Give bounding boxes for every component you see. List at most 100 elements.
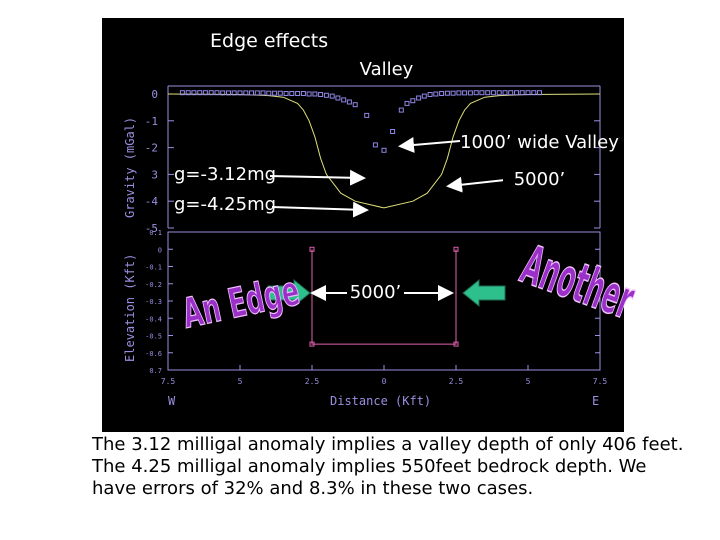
gravity-point <box>514 90 519 96</box>
gravity-point <box>485 90 491 96</box>
elevation-tick-label: -0.5 <box>145 333 162 341</box>
caption-text: The 3.12 milligal anomaly implies a vall… <box>92 434 684 499</box>
x-axis-west-label: W <box>168 394 176 408</box>
gravity-axis-ticks: 0 -1 -2 3 -4 -5 <box>145 88 600 235</box>
gravity-point <box>352 102 358 108</box>
gravity-point <box>450 90 456 96</box>
distance-tick-label: 7.5 <box>161 377 176 386</box>
gravity-point <box>220 90 226 96</box>
gravity-point <box>277 90 283 96</box>
gravity-point <box>283 91 289 96</box>
gravity-point <box>208 90 214 96</box>
gravity-point <box>473 90 479 96</box>
distance-tick-label: 2.5 <box>449 377 464 386</box>
arrow-g2 <box>271 201 369 218</box>
gravity-point <box>202 90 208 96</box>
gravity-point <box>421 93 427 99</box>
gravity-point <box>312 91 318 97</box>
gravity-point <box>456 90 462 96</box>
gravity-point <box>346 99 352 105</box>
wide-valley-label: 1000’ wide Valley <box>460 132 619 153</box>
gravity-point <box>416 95 422 101</box>
gravity-plot-frame <box>167 85 601 228</box>
distance-tick-label: 7.5 <box>593 377 608 386</box>
figure-panel <box>102 18 624 432</box>
gravity-point <box>243 90 249 96</box>
gravity-point <box>341 97 347 103</box>
an-edge-wordart: An Edge <box>178 267 303 338</box>
distance-tick-label: 2.5 <box>305 377 320 386</box>
distance-tick-label: 0 <box>382 377 387 386</box>
arrow-wide-valley <box>398 136 461 153</box>
gravity-point <box>289 91 295 96</box>
gravity-tick-label: -4 <box>145 195 159 208</box>
gravity-point <box>179 90 185 96</box>
gravity-point <box>467 90 473 96</box>
gravity-anomaly-1: g=-3.12mg <box>174 164 277 185</box>
gravity-tick-label: -1 <box>145 115 158 128</box>
gravity-point <box>197 90 203 96</box>
gravity-point <box>323 92 329 98</box>
gravity-point <box>479 90 485 96</box>
elevation-axis-ticks: 0.1 0 -0.1 -0.2 -0.3 -0.4 -0.5 -0.6 0.7 <box>145 229 600 375</box>
gravity-point <box>191 90 197 96</box>
distance-tick-label: 5 <box>526 377 531 386</box>
gravity-point <box>508 90 514 96</box>
elevation-model-vertex <box>309 341 315 347</box>
elevation-tick-label: -0.4 <box>145 315 162 323</box>
gravity-tick-label: -2 <box>145 142 158 155</box>
gravity-point <box>381 147 387 153</box>
x-axis-east-label: E <box>592 394 599 408</box>
gravity-point <box>335 95 341 101</box>
another-wordart: Another <box>514 233 643 331</box>
gravity-point <box>439 91 445 96</box>
arrow-g1 <box>269 169 366 186</box>
gravity-point <box>372 142 378 148</box>
distance-tick-label: 5 <box>238 377 243 386</box>
elevation-tick-label: 0 <box>158 246 162 254</box>
gravity-point <box>364 112 370 118</box>
gravity-tick-label: 0 <box>151 88 158 101</box>
gravity-point <box>427 92 433 97</box>
gravity-model-curve <box>167 93 601 209</box>
gravity-point <box>490 90 496 96</box>
gravity-point <box>519 90 525 96</box>
gravity-point <box>398 107 404 113</box>
distance-axis-label: Distance (Kft) <box>330 394 431 408</box>
gravity-point <box>329 93 335 99</box>
gravity-axis-label: Gravity (mGal) <box>123 117 137 218</box>
elevation-tick-label: -0.1 <box>145 264 162 272</box>
gravity-tick-label: -5 <box>145 222 158 235</box>
distance-axis-ticks: 7.5 5 2.5 0 2.5 5 7.5 <box>161 365 608 386</box>
arrow-5000-top <box>446 176 506 193</box>
elevation-model-vertex <box>309 246 315 252</box>
elevation-tick-label: -0.2 <box>145 281 162 289</box>
gravity-point <box>433 91 439 97</box>
gravity-point <box>237 90 243 96</box>
width-top-label: 5000’ <box>503 165 576 195</box>
gravity-point <box>249 90 254 96</box>
elevation-model-vertex <box>453 246 459 252</box>
gravity-point <box>410 98 416 104</box>
gravity-point <box>226 90 231 96</box>
gravity-point <box>254 90 260 96</box>
gravity-point <box>231 90 237 96</box>
annotation-arrows <box>269 136 506 301</box>
block-arrow-left <box>267 278 311 308</box>
gravity-point <box>496 90 502 96</box>
gravity-point <box>502 90 508 96</box>
gravity-point <box>404 100 410 106</box>
gravity-point <box>444 90 450 96</box>
gravity-tick-label: 3 <box>151 168 158 181</box>
gravity-point <box>266 90 272 96</box>
gravity-point <box>214 90 220 96</box>
gravity-point <box>300 91 306 96</box>
elevation-tick-label: 0.1 <box>149 229 162 237</box>
elevation-axis-label: Elevation (Kft) <box>123 254 137 362</box>
elevation-tick-label: -0.6 <box>145 350 162 358</box>
width-bottom-label: 5000’ <box>347 279 404 307</box>
elevation-tick-label: 0.7 <box>149 367 162 375</box>
gravity-point <box>462 90 468 96</box>
gravity-curve-path <box>167 93 601 209</box>
